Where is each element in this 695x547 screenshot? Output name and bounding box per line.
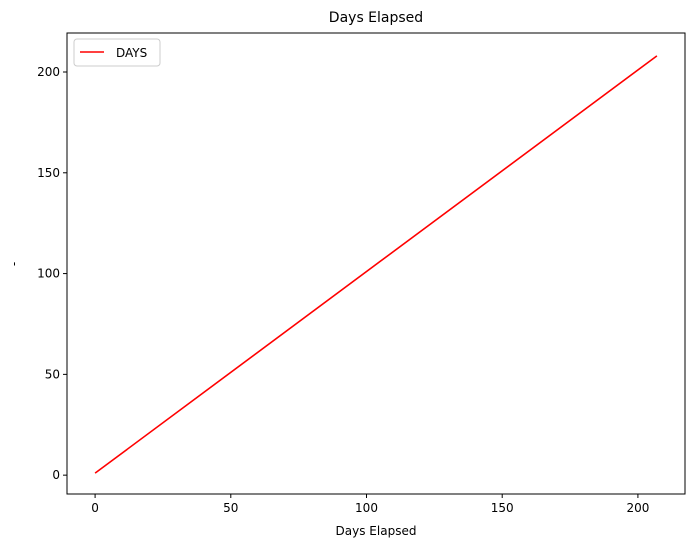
x-tick-label: 150 xyxy=(491,501,514,515)
series-line-days xyxy=(94,55,658,474)
y-axis-label: - xyxy=(7,262,21,266)
y-axis-ticks: 0 50 100 150 200 xyxy=(37,65,67,482)
chart-title: Days Elapsed xyxy=(329,10,423,26)
x-axis-ticks: 0 50 100 150 200 xyxy=(91,494,649,515)
legend-box xyxy=(73,38,161,67)
legend-entry-days: DAYS xyxy=(116,46,147,60)
x-tick-label: 0 xyxy=(91,501,99,515)
y-tick-label: 0 xyxy=(52,468,60,482)
y-tick-label: 100 xyxy=(37,267,60,281)
series-layer xyxy=(94,55,658,474)
y-tick-label: 150 xyxy=(37,166,60,180)
y-tick-label: 50 xyxy=(45,367,60,381)
x-tick-label: 100 xyxy=(355,501,378,515)
x-axis-label: Days Elapsed xyxy=(336,524,417,538)
x-tick-label: 50 xyxy=(223,501,238,515)
y-tick-label: 200 xyxy=(37,65,60,79)
legend: DAYS xyxy=(73,38,161,67)
x-tick-label: 200 xyxy=(626,501,649,515)
